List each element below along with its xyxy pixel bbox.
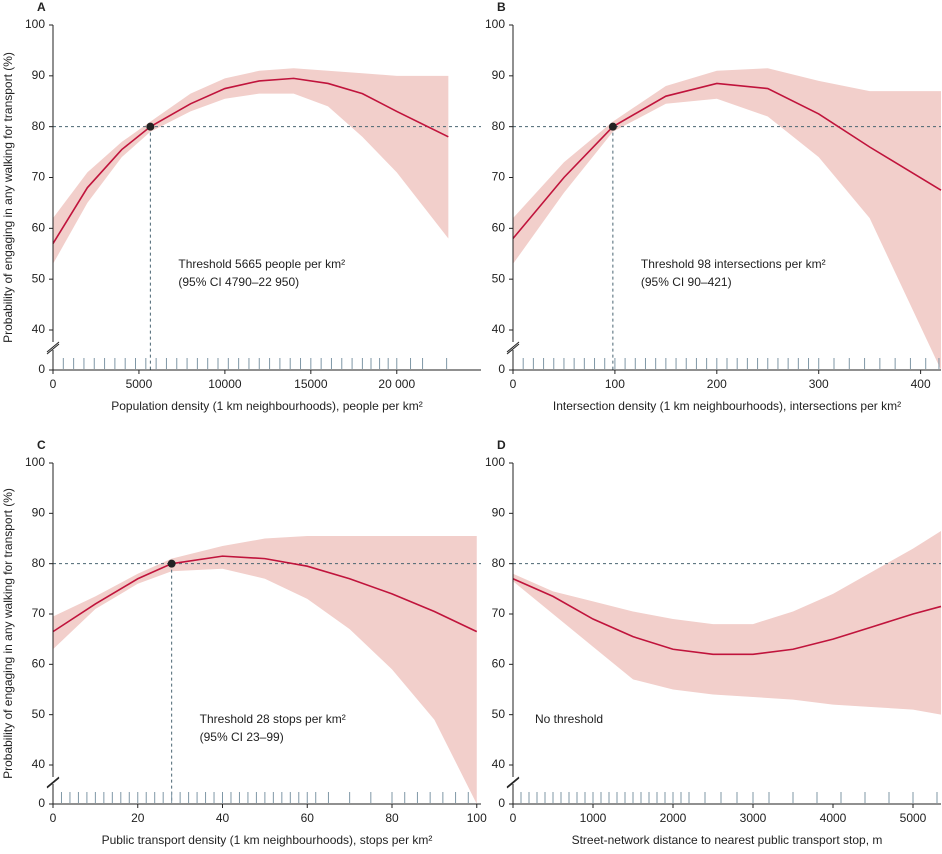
y-tick-label: 80 xyxy=(32,556,46,570)
threshold-point xyxy=(167,559,176,568)
x-tick-label: 60 xyxy=(301,811,315,825)
y-axis-label: Probability of engaging in any walking f… xyxy=(1,488,15,779)
ci-band xyxy=(53,68,449,264)
x-tick-label: 80 xyxy=(385,811,399,825)
line xyxy=(52,77,449,245)
y-tick-label: 50 xyxy=(492,707,506,721)
x-tick-label: 10000 xyxy=(208,377,242,391)
x-tick-label: 0 xyxy=(510,377,517,391)
panel-label: D xyxy=(497,438,506,452)
ci-band xyxy=(513,68,941,370)
x-tick-label: 200 xyxy=(707,377,727,391)
y-tick-label: 80 xyxy=(492,556,506,570)
threshold-point xyxy=(608,122,617,131)
x-axis-label: Street-network distance to nearest publi… xyxy=(572,833,883,847)
ci-band xyxy=(513,530,941,715)
x-tick-label: 3000 xyxy=(740,811,767,825)
x-tick-label: 0 xyxy=(50,811,57,825)
y-tick-label: 70 xyxy=(32,606,46,620)
axis-break xyxy=(506,341,520,353)
y-tick-label: 90 xyxy=(492,506,506,520)
x-tick-label: 2000 xyxy=(660,811,687,825)
y-tick-label: 50 xyxy=(492,271,506,285)
y-tick-label: 90 xyxy=(492,68,506,82)
line xyxy=(52,555,478,633)
annotation: (95% CI 23–99) xyxy=(200,730,284,744)
x-tick-label: 20 000 xyxy=(378,377,415,391)
panel-label: C xyxy=(37,438,46,452)
y-tick-label: 0 xyxy=(38,362,45,376)
axis-break xyxy=(46,343,60,355)
x-tick-label: 0 xyxy=(50,377,57,391)
y-tick-label: 60 xyxy=(32,657,46,671)
x-tick-label: 4000 xyxy=(820,811,847,825)
y-tick-label: 60 xyxy=(32,221,46,235)
annotation: Threshold 98 intersections per km² xyxy=(641,257,826,271)
y-tick-label: 80 xyxy=(32,119,46,133)
y-tick-label: 90 xyxy=(32,68,46,82)
x-tick-label: 0 xyxy=(510,811,517,825)
y-tick-label: 70 xyxy=(492,170,506,184)
y-tick-label: 60 xyxy=(492,221,506,235)
x-tick-label: 300 xyxy=(809,377,829,391)
annotation: (95% CI 90–421) xyxy=(641,275,732,289)
x-tick-label: 100 xyxy=(467,811,487,825)
y-tick-label: 40 xyxy=(32,757,46,771)
x-tick-label: 400 xyxy=(911,377,931,391)
y-tick-label: 50 xyxy=(32,707,46,721)
y-tick-label: 80 xyxy=(492,119,506,133)
line xyxy=(512,82,942,240)
y-tick-label: 90 xyxy=(32,506,46,520)
y-tick-label: 0 xyxy=(498,796,505,810)
y-tick-label: 40 xyxy=(492,757,506,771)
ci-band xyxy=(53,535,477,804)
y-tick-label: 100 xyxy=(485,17,505,31)
y-axis-label: Probability of engaging in any walking f… xyxy=(1,52,15,343)
annotation: No threshold xyxy=(535,712,603,726)
annotation: Threshold 5665 people per km² xyxy=(178,257,345,271)
x-axis-label: Population density (1 km neighbourhoods)… xyxy=(111,399,423,413)
annotation: (95% CI 4790–22 950) xyxy=(178,275,299,289)
panel-label: B xyxy=(497,0,506,14)
x-tick-label: 20 xyxy=(131,811,145,825)
axis-break xyxy=(46,777,60,789)
y-tick-label: 70 xyxy=(32,170,46,184)
x-axis-label: Public transport density (1 km neighbour… xyxy=(102,833,433,847)
y-tick-label: 70 xyxy=(492,606,506,620)
y-tick-label: 0 xyxy=(38,796,45,810)
x-tick-label: 15000 xyxy=(294,377,328,391)
y-tick-label: 100 xyxy=(25,455,45,469)
y-tick-label: 60 xyxy=(492,657,506,671)
axis-break xyxy=(506,343,520,355)
y-tick-label: 50 xyxy=(32,271,46,285)
axis-break xyxy=(46,341,60,353)
y-tick-label: 40 xyxy=(32,322,46,336)
y-tick-label: 0 xyxy=(498,362,505,376)
y-tick-label: 100 xyxy=(25,17,45,31)
y-tick-label: 40 xyxy=(492,322,506,336)
annotation: Threshold 28 stops per km² xyxy=(200,712,346,726)
axis-break xyxy=(46,776,60,788)
x-axis-label: Intersection density (1 km neighbourhood… xyxy=(553,399,901,413)
line xyxy=(512,578,942,656)
x-tick-label: 5000 xyxy=(900,811,927,825)
axis-break xyxy=(506,777,520,789)
panel-label: A xyxy=(37,0,46,14)
x-tick-label: 100 xyxy=(605,377,625,391)
x-tick-label: 1000 xyxy=(580,811,607,825)
y-tick-label: 100 xyxy=(485,455,505,469)
x-tick-label: 5000 xyxy=(126,377,153,391)
x-tick-label: 40 xyxy=(216,811,230,825)
threshold-point xyxy=(146,122,155,131)
axis-break xyxy=(506,776,520,788)
